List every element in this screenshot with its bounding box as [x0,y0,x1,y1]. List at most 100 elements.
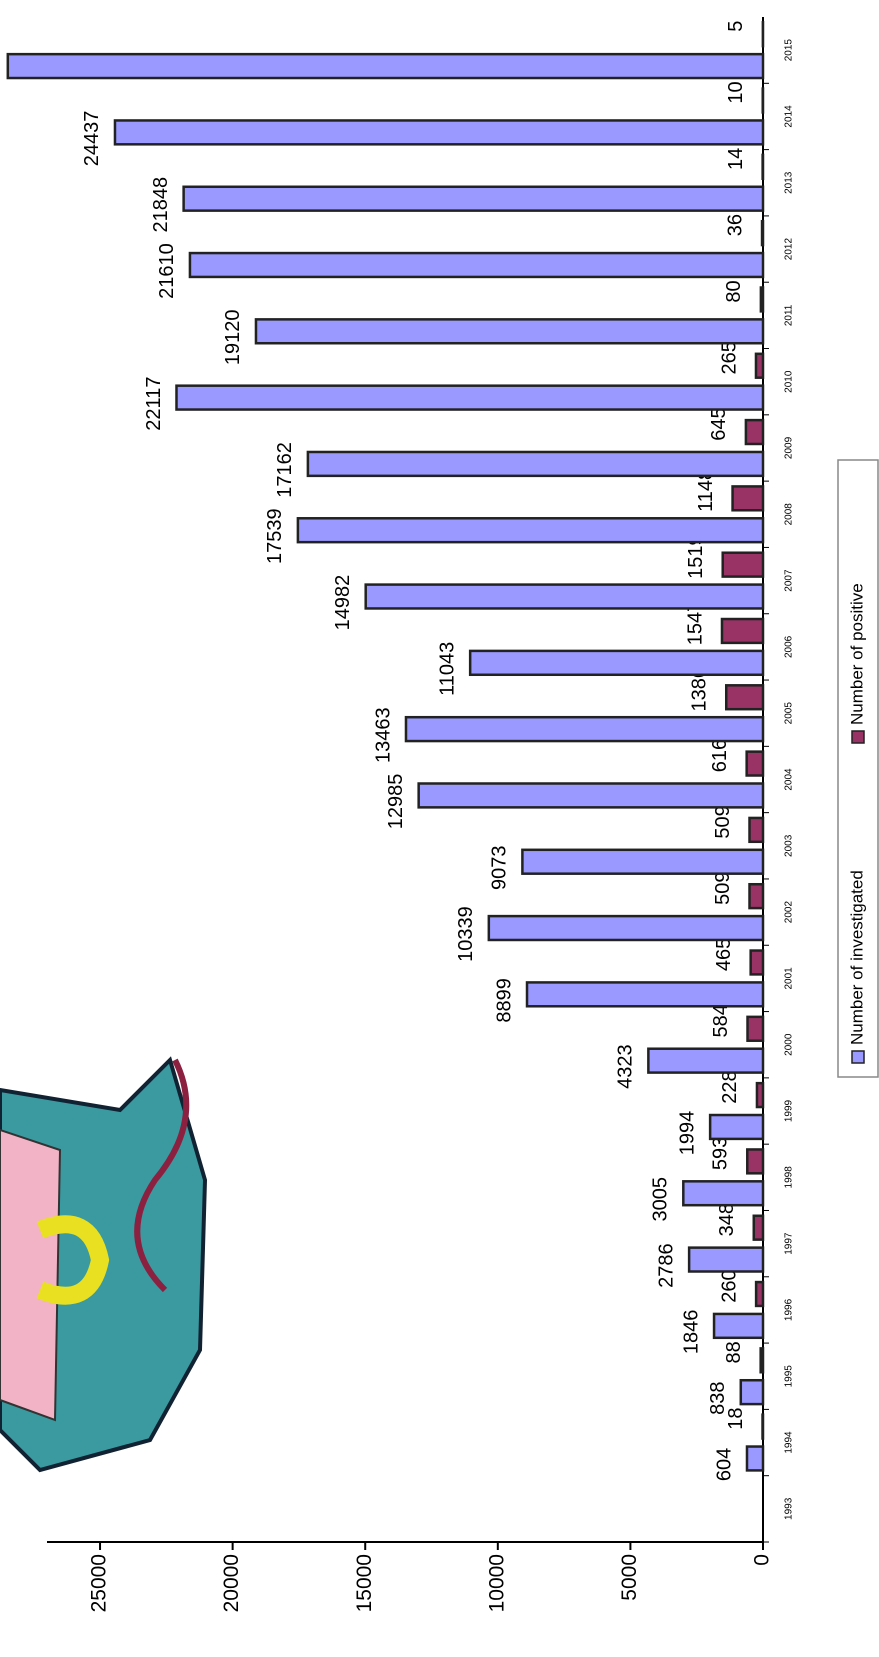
value-label: 584 [710,1004,732,1037]
bar [756,354,763,378]
x-tick-label: 1993 [784,1497,795,1520]
value-label: 36 [724,214,746,236]
bar [184,187,763,211]
x-tick-label: 2002 [784,901,795,924]
value-label: 80 [723,280,745,302]
value-label: 604 [713,1448,735,1481]
bar [298,518,763,542]
clipart [0,1060,205,1470]
value-label: 14 [725,148,747,170]
value-label: 838 [707,1381,729,1414]
x-tick-label: 2004 [784,768,795,791]
y-tick-label: 15000 [353,1554,376,1612]
bar [190,253,763,277]
value-label: 22117 [143,377,165,431]
value-label: 465 [713,938,735,971]
y-tick-label: 25000 [88,1554,111,1612]
value-label: 11043 [436,642,458,696]
bar [761,1348,763,1372]
value-label: 616 [709,739,731,772]
bar [115,120,763,144]
value-label: 19120 [222,309,244,365]
bar [748,1017,763,1041]
bar [527,982,763,1006]
value-label: 17539 [264,508,286,564]
bar [756,1282,763,1306]
bar [689,1248,763,1272]
x-tick-label: 2012 [784,238,795,261]
value-label: 12985 [385,774,407,830]
value-label: 1994 [676,1111,698,1156]
bar [747,1149,763,1173]
x-tick-label: 2005 [784,702,795,725]
value-label: 1846 [680,1310,702,1355]
bar [489,916,763,940]
value-label: 13463 [372,707,394,763]
bar [754,1216,763,1240]
x-tick-label: 2007 [784,569,795,592]
bar [648,1049,763,1073]
legend-swatch [852,1051,864,1063]
value-label: 9073 [489,845,511,890]
y-tick-label: 5000 [618,1554,641,1601]
bar [470,651,763,675]
bar [683,1181,763,1205]
value-label: 17162 [274,442,296,498]
bar [757,1083,763,1107]
x-tick-label: 2014 [784,105,795,128]
bar [751,951,763,975]
bar [741,1380,763,1404]
bar [256,319,763,343]
value-label: 645 [708,407,730,440]
y-tick-label: 0 [751,1554,774,1566]
value-label: 3005 [650,1177,672,1222]
bar [750,884,763,908]
value-label: 14982 [332,575,354,631]
bar [762,221,763,245]
bar [714,1314,763,1338]
value-label: 21610 [156,243,178,299]
value-label: 593 [710,1137,732,1170]
bar [522,850,763,874]
bar [747,752,763,776]
bar [366,585,763,609]
bar [747,1447,763,1471]
bar [419,784,763,808]
bar [733,486,763,510]
value-label: 10 [725,81,747,103]
bar [726,685,763,709]
legend-label: Number of positive [847,583,866,725]
value-label: 509 [712,805,734,838]
x-tick-label: 1997 [784,1232,795,1255]
bar [406,717,763,741]
x-tick-label: 2008 [784,503,795,526]
value-label: 265 [718,341,740,374]
y-tick-label: 10000 [485,1554,508,1612]
legend-label: Number of investigated [847,870,866,1045]
value-label: 260 [718,1269,740,1302]
x-tick-label: 2001 [784,967,795,990]
value-label: 10339 [455,906,477,962]
bar [8,54,763,78]
x-tick-label: 2000 [784,1033,795,1056]
bar [176,386,763,410]
legend-swatch [852,731,864,743]
y-tick-label: 20000 [220,1554,243,1612]
value-label: 8899 [493,978,515,1023]
page: 0500010000150002000025000199319946041819… [0,0,879,1657]
value-label: 2786 [655,1243,677,1288]
bar [746,420,763,444]
value-label: 228 [719,1070,741,1103]
x-tick-label: 2015 [784,39,795,62]
bar [308,452,763,476]
x-tick-label: 2003 [784,834,795,857]
bar [722,619,763,643]
hat-hand [0,1130,60,1420]
bar [723,553,763,577]
bar [761,288,763,312]
x-tick-label: 1998 [784,1166,795,1189]
value-label: 509 [712,871,734,904]
x-tick-label: 2011 [784,304,795,326]
value-label: 88 [723,1341,745,1363]
x-tick-label: 1996 [784,1298,795,1321]
